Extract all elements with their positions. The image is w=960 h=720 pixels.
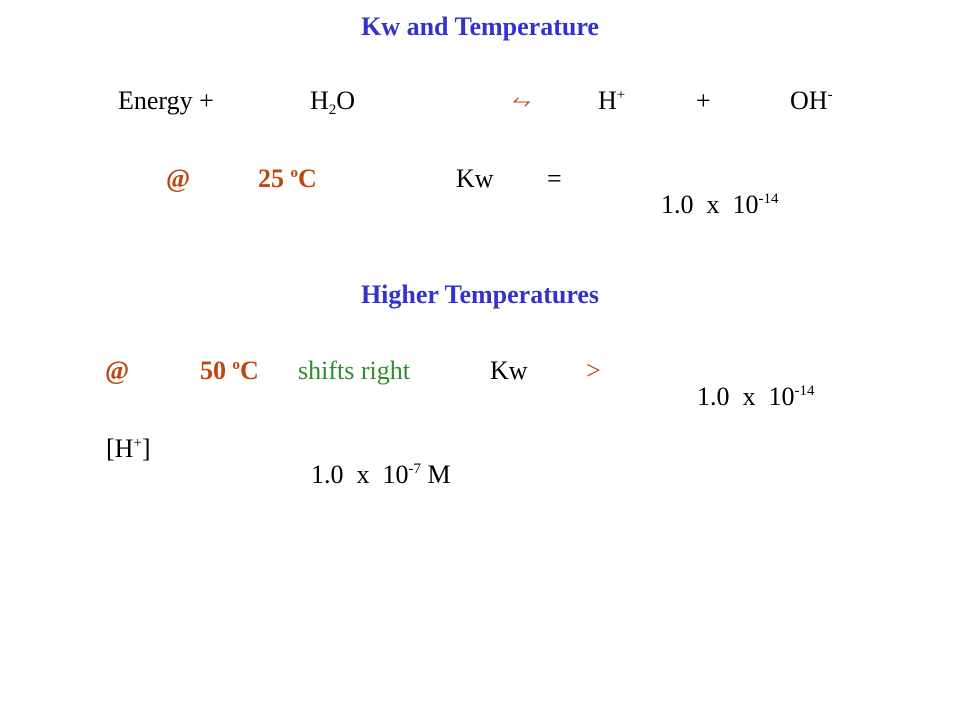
- slide-title: Kw and Temperature: [361, 12, 599, 41]
- kw-value-50-exponent: -14: [794, 383, 815, 399]
- temperature-25-value: 25: [258, 164, 284, 193]
- kw-value-25-mantissa: 1.0 x 10: [661, 190, 759, 219]
- hydroxide-ion: OH-: [790, 88, 833, 114]
- temperature-50-unit: C: [240, 356, 259, 385]
- water-subscript: 2: [328, 102, 337, 118]
- at-symbol-25: @: [166, 164, 191, 193]
- temperature-50: 50 oC: [200, 358, 259, 384]
- equals-sign: =: [547, 164, 562, 193]
- at-symbol-50: @: [105, 356, 130, 385]
- water-o: O: [336, 86, 356, 115]
- hydrogen-ion-charge: +: [616, 87, 626, 103]
- hydroxide-symbol: OH: [790, 86, 828, 115]
- h-conc-charge: +: [133, 435, 142, 451]
- hydrogen-concentration-value: 1.0 x 10-7 M: [298, 436, 451, 488]
- hydrogen-ion-symbol: H: [598, 86, 617, 115]
- section-title-higher-temperatures: Higher Temperatures: [360, 280, 600, 309]
- temperature-50-value: 50: [200, 356, 226, 385]
- energy-term: Energy +: [118, 86, 214, 115]
- kw-value-50-mantissa: 1.0 x 10: [697, 382, 795, 411]
- h-conc-close: ]: [141, 434, 151, 463]
- temperature-50-degree: o: [232, 357, 241, 373]
- greater-than-sign: >: [586, 356, 601, 385]
- equation-plus: +: [696, 86, 711, 115]
- hydrogen-ion: H+: [598, 88, 625, 114]
- hydroxide-charge: -: [827, 87, 833, 103]
- equilibrium-arrow-icon: ⥊: [512, 86, 532, 114]
- kw-label-25: Kw: [456, 164, 494, 193]
- temperature-25-unit: C: [298, 164, 317, 193]
- kw-label-50: Kw: [490, 356, 528, 385]
- kw-value-50: 1.0 x 10-14: [684, 358, 815, 410]
- h-conc-exponent: -7: [408, 461, 422, 477]
- h-conc-mantissa: 1.0 x 10: [311, 460, 409, 489]
- shifts-right-text: shifts right: [298, 356, 410, 385]
- water-h: H: [310, 86, 329, 115]
- kw-value-25: 1.0 x 10-14: [648, 166, 779, 218]
- temperature-25: 25 oC: [258, 166, 317, 192]
- water-formula: H2O: [310, 86, 356, 118]
- h-conc-unit: M: [427, 460, 451, 489]
- h-conc-open: [H: [106, 434, 134, 463]
- kw-value-25-exponent: -14: [758, 191, 779, 207]
- hydrogen-concentration-label: [H+]: [106, 436, 151, 462]
- temperature-25-degree: o: [290, 165, 299, 181]
